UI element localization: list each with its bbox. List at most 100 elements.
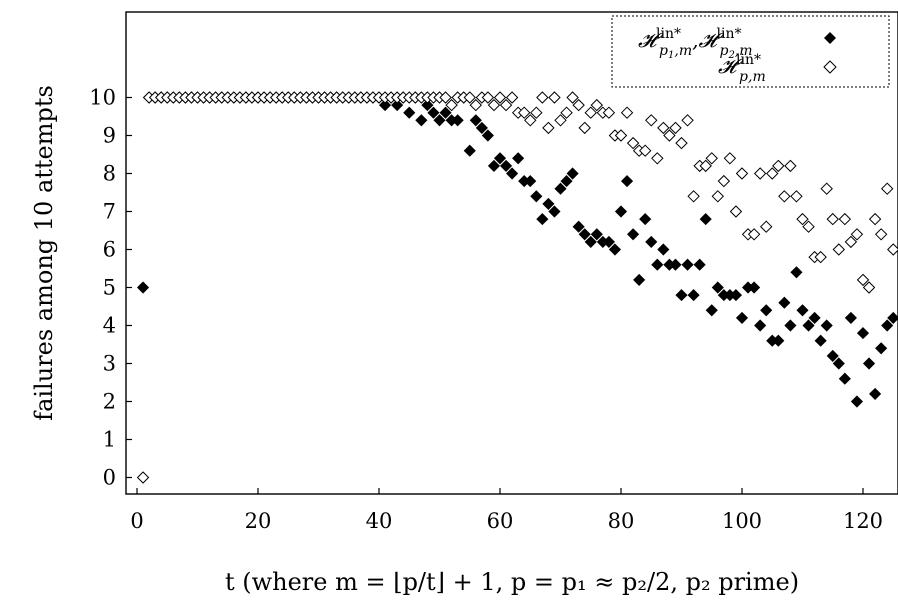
filled-diamond-point bbox=[451, 114, 464, 127]
open-diamond-point bbox=[657, 121, 670, 135]
open-diamond-point bbox=[887, 243, 898, 256]
open-diamond-point bbox=[536, 91, 549, 104]
open-diamond-point bbox=[136, 471, 150, 484]
open-diamond-point bbox=[626, 136, 640, 150]
y-tick-label: 2 bbox=[103, 390, 116, 414]
filled-diamond-point bbox=[844, 311, 857, 324]
open-diamond-point bbox=[493, 91, 507, 104]
x-tick-label: 80 bbox=[608, 509, 635, 533]
open-diamond-point bbox=[566, 91, 579, 104]
y-tick-label: 3 bbox=[103, 352, 116, 376]
filled-diamond-point bbox=[639, 213, 652, 226]
open-diamond-point bbox=[638, 144, 652, 157]
filled-diamond-point bbox=[820, 319, 833, 332]
legend-label-series-2: 𝓗lin* p,m bbox=[718, 52, 766, 85]
open-diamond-point bbox=[669, 121, 682, 135]
open-diamond-point bbox=[614, 129, 628, 142]
filled-diamond-point bbox=[826, 349, 839, 362]
filled-diamond-point bbox=[566, 167, 579, 180]
filled-diamond-point bbox=[427, 106, 440, 119]
filled-diamond-point bbox=[687, 289, 700, 302]
open-diamond-point bbox=[687, 190, 700, 203]
filled-diamond-point bbox=[548, 205, 561, 218]
open-diamond-point bbox=[753, 167, 767, 180]
filled-diamond-point bbox=[493, 152, 507, 165]
open-diamond-point bbox=[838, 212, 852, 226]
filled-diamond-point bbox=[469, 114, 482, 127]
filled-diamond-point bbox=[542, 197, 555, 210]
filled-diamond-point bbox=[602, 235, 615, 248]
filled-diamond-point bbox=[748, 281, 761, 294]
y-tick-label: 5 bbox=[103, 276, 116, 300]
open-diamond-point bbox=[681, 114, 694, 127]
filled-diamond-point bbox=[627, 228, 640, 241]
filled-diamond-point bbox=[675, 289, 688, 302]
filled-diamond-point bbox=[784, 319, 797, 332]
open-diamond-point bbox=[620, 106, 634, 119]
filled-diamond-point bbox=[633, 273, 646, 286]
open-diamond-point bbox=[759, 220, 773, 233]
y-tick-label: 0 bbox=[103, 466, 116, 490]
filled-diamond-point bbox=[481, 129, 494, 142]
filled-diamond-point bbox=[754, 319, 767, 332]
open-diamond-point bbox=[602, 106, 616, 119]
open-diamond-point bbox=[675, 136, 688, 150]
open-diamond-point bbox=[711, 190, 725, 203]
filled-diamond-point bbox=[530, 190, 543, 203]
open-diamond-point bbox=[772, 159, 785, 173]
open-diamond-point bbox=[463, 91, 476, 104]
open-diamond-point bbox=[880, 182, 894, 195]
open-diamond-point bbox=[844, 235, 858, 249]
open-diamond-point bbox=[784, 159, 797, 173]
open-diamond-point bbox=[747, 228, 761, 241]
open-diamond-point bbox=[560, 106, 573, 119]
filled-diamond-point bbox=[693, 258, 706, 271]
open-diamond-point bbox=[826, 212, 839, 226]
filled-diamond-point bbox=[506, 167, 519, 180]
filled-diamond-point bbox=[862, 357, 876, 370]
x-tick-label: 40 bbox=[366, 509, 393, 533]
open-diamond-point bbox=[874, 228, 888, 241]
filled-diamond-point bbox=[681, 258, 694, 271]
open-diamond-point bbox=[699, 159, 712, 173]
y-tick-label: 7 bbox=[103, 200, 116, 224]
filled-diamond-point bbox=[814, 334, 827, 347]
filled-diamond-point bbox=[760, 304, 773, 317]
legend-label-series-1: 𝓗lin* p1,m,𝓗lin* p2,m bbox=[638, 26, 753, 61]
open-diamond-point bbox=[663, 129, 676, 142]
open-diamond-point bbox=[445, 98, 458, 112]
plot-area bbox=[125, 11, 898, 495]
filled-diamond-point bbox=[875, 342, 888, 355]
filled-diamond-point bbox=[881, 319, 894, 332]
open-diamond-point bbox=[481, 91, 495, 104]
filled-diamond-point bbox=[536, 213, 549, 226]
open-diamond-point bbox=[862, 281, 876, 294]
open-diamond-point bbox=[469, 98, 483, 112]
axis-ticks: 0 20 40 60 80 100 120 0 1 2 3 4 5 6 7 8 9 10 bbox=[89, 86, 883, 534]
y-tick-label: 4 bbox=[103, 314, 116, 338]
filled-diamond-point bbox=[136, 281, 150, 294]
filled-diamond-point bbox=[832, 357, 845, 370]
open-diamond-point bbox=[790, 190, 803, 203]
legend: 𝓗lin* p1,m,𝓗lin* p2,m 𝓗lin* p,m bbox=[611, 15, 890, 88]
filled-diamond-point bbox=[699, 213, 712, 226]
filled-diamond-point bbox=[415, 114, 428, 127]
open-diamond-point bbox=[524, 114, 537, 127]
filled-diamond-point bbox=[808, 311, 821, 324]
filled-diamond-point bbox=[512, 152, 525, 165]
filled-diamond-point bbox=[790, 266, 803, 279]
open-diamond-point bbox=[729, 205, 743, 218]
filled-diamond-point bbox=[572, 220, 585, 233]
open-diamond-point bbox=[584, 106, 597, 119]
filled-diamond-point bbox=[614, 205, 628, 218]
filled-diamond-point bbox=[796, 304, 809, 317]
open-diamond-point bbox=[517, 106, 531, 119]
filled-diamond-point bbox=[475, 121, 488, 134]
filled-diamond-point bbox=[403, 106, 416, 119]
filled-diamond-point bbox=[705, 304, 718, 317]
open-diamond-point bbox=[820, 182, 833, 195]
legend-open-diamond-marker bbox=[823, 60, 837, 74]
filled-diamond-point bbox=[669, 258, 682, 271]
open-diamond-point bbox=[723, 152, 737, 165]
x-tick-label: 100 bbox=[722, 509, 762, 533]
